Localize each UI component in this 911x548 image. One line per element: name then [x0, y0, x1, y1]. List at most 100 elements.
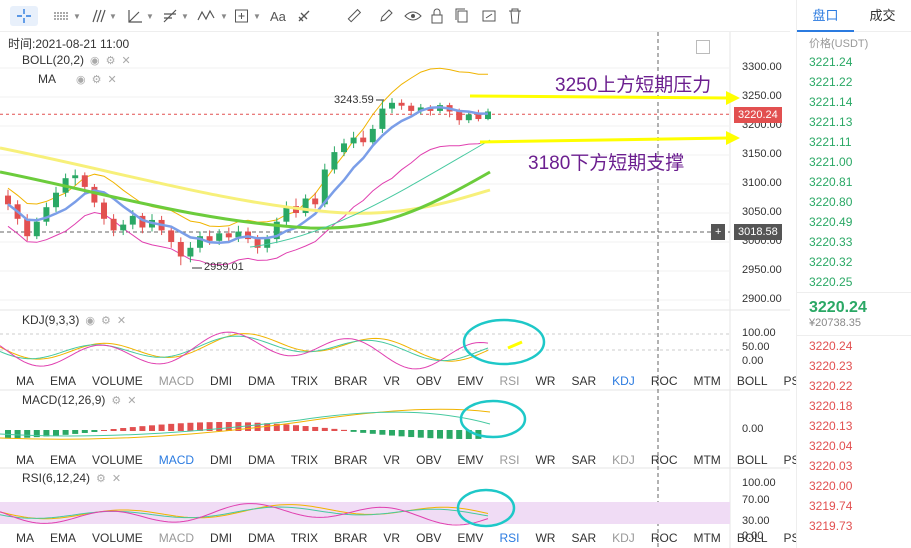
- tab-brar[interactable]: BRAR: [334, 453, 368, 467]
- bid-row[interactable]: 3220.23: [809, 359, 853, 373]
- magnet-icon[interactable]: [296, 6, 312, 26]
- parallel-lines-icon[interactable]: ▼: [90, 6, 117, 26]
- tab-sar[interactable]: SAR: [571, 453, 597, 467]
- tab-kdj[interactable]: KDJ: [612, 374, 635, 388]
- chart-area[interactable]: 时间:2021-08-21 11:00 BOLL(20,2) ◉ ⚙ ✕ MA …: [0, 32, 808, 548]
- tab-vr[interactable]: VR: [383, 374, 401, 388]
- tab-order-book[interactable]: 盘口: [797, 0, 854, 32]
- tab-ma[interactable]: MA: [16, 531, 34, 545]
- tab-ema[interactable]: EMA: [50, 453, 77, 467]
- ruler-icon[interactable]: [346, 6, 362, 26]
- trash-icon[interactable]: [508, 6, 522, 26]
- tab-ema[interactable]: EMA: [50, 374, 77, 388]
- ask-row[interactable]: 3221.11: [809, 135, 852, 149]
- tab-sar[interactable]: SAR: [571, 531, 597, 545]
- tab-kdj[interactable]: KDJ: [612, 531, 635, 545]
- bid-row[interactable]: 3220.18: [809, 399, 853, 413]
- ask-row[interactable]: 3220.25: [809, 275, 853, 289]
- pencil-icon[interactable]: [378, 6, 394, 26]
- ask-row[interactable]: 3220.81: [809, 175, 853, 189]
- tab-boll[interactable]: BOLL: [736, 453, 768, 467]
- tab-emv[interactable]: EMV: [457, 531, 484, 545]
- tab-emv[interactable]: EMV: [457, 374, 484, 388]
- tab-macd[interactable]: MACD: [158, 531, 195, 545]
- tab-obv[interactable]: OBV: [416, 531, 442, 545]
- ask-row[interactable]: 3221.14: [809, 95, 853, 109]
- tab-boll[interactable]: BOLL: [736, 374, 768, 388]
- close-icon[interactable]: ✕: [107, 73, 117, 86]
- ask-row[interactable]: 3221.13: [809, 115, 853, 129]
- tab-volume[interactable]: VOLUME: [92, 374, 143, 388]
- gear-icon[interactable]: ⚙: [91, 73, 102, 86]
- ask-row[interactable]: 3220.32: [809, 255, 853, 269]
- eye-icon[interactable]: ◉: [90, 54, 100, 67]
- line-style-icon[interactable]: ▼: [52, 6, 81, 26]
- close-icon[interactable]: ✕: [121, 54, 131, 67]
- tab-roc[interactable]: ROC: [650, 453, 678, 467]
- bid-row[interactable]: 3220.03: [809, 459, 853, 473]
- gear-icon[interactable]: ⚙: [105, 54, 116, 67]
- tab-ema[interactable]: EMA: [50, 531, 77, 545]
- tab-dmi[interactable]: DMI: [210, 531, 233, 545]
- tab-obv[interactable]: OBV: [416, 453, 442, 467]
- gear-icon[interactable]: ⚙: [111, 394, 122, 407]
- tab-trades[interactable]: 成交: [869, 7, 896, 23]
- bid-row[interactable]: 3220.00: [809, 479, 853, 493]
- tab-macd[interactable]: MACD: [158, 453, 195, 467]
- bid-row[interactable]: 3220.22: [809, 379, 853, 393]
- tab-brar[interactable]: BRAR: [334, 531, 368, 545]
- tab-trix[interactable]: TRIX: [290, 374, 319, 388]
- close-icon[interactable]: ✕: [111, 472, 122, 485]
- crosshair-icon[interactable]: [10, 6, 38, 26]
- bid-row[interactable]: 3220.24: [809, 339, 853, 353]
- close-icon[interactable]: ✕: [127, 394, 137, 407]
- close-icon[interactable]: ✕: [116, 314, 127, 327]
- ask-row[interactable]: 3221.24: [809, 55, 853, 69]
- tab-ma[interactable]: MA: [16, 453, 34, 467]
- tab-sar[interactable]: SAR: [571, 374, 597, 388]
- tab-dma[interactable]: DMA: [248, 374, 275, 388]
- tab-trix[interactable]: TRIX: [290, 453, 319, 467]
- eye-icon[interactable]: ◉: [85, 314, 95, 327]
- tab-dma[interactable]: DMA: [248, 453, 275, 467]
- wave-icon[interactable]: ▼: [197, 6, 228, 26]
- ask-row[interactable]: 3220.33: [809, 235, 853, 249]
- tab-kdj[interactable]: KDJ: [612, 453, 635, 467]
- tab-rsi[interactable]: RSI: [499, 453, 520, 467]
- ask-row[interactable]: 3221.22: [809, 75, 853, 89]
- ask-row[interactable]: 3221.00: [809, 155, 853, 169]
- bid-row[interactable]: 3219.73: [809, 519, 853, 533]
- tab-emv[interactable]: EMV: [457, 453, 484, 467]
- tab-rsi[interactable]: RSI: [499, 531, 520, 545]
- tab-dma[interactable]: DMA: [248, 531, 275, 545]
- tab-mtm[interactable]: MTM: [693, 531, 721, 545]
- tab-macd[interactable]: MACD: [158, 374, 195, 388]
- tab-roc[interactable]: ROC: [650, 531, 678, 545]
- text-tool[interactable]: Aa: [270, 8, 286, 24]
- tab-vr[interactable]: VR: [383, 531, 401, 545]
- tab-volume[interactable]: VOLUME: [92, 453, 143, 467]
- eye-icon[interactable]: ◉: [76, 73, 86, 86]
- tab-mtm[interactable]: MTM: [693, 453, 721, 467]
- bid-row[interactable]: 3219.74: [809, 499, 853, 513]
- tab-vr[interactable]: VR: [383, 453, 401, 467]
- tab-brar[interactable]: BRAR: [334, 374, 368, 388]
- plus-box-icon[interactable]: ▼: [234, 6, 261, 26]
- tab-wr[interactable]: WR: [535, 531, 556, 545]
- tab-obv[interactable]: OBV: [416, 374, 442, 388]
- tab-ma[interactable]: MA: [16, 374, 34, 388]
- fib-icon[interactable]: ▼: [162, 6, 189, 26]
- angle-icon[interactable]: ▼: [127, 6, 154, 26]
- lock-icon[interactable]: [430, 6, 444, 26]
- tab-wr[interactable]: WR: [535, 374, 556, 388]
- ask-row[interactable]: 3220.49: [809, 215, 853, 229]
- tab-boll[interactable]: BOLL: [736, 531, 768, 545]
- eye-icon[interactable]: [404, 6, 422, 26]
- gear-icon[interactable]: ⚙: [100, 314, 111, 327]
- tab-wr[interactable]: WR: [535, 453, 556, 467]
- fullscreen-icon[interactable]: [696, 40, 710, 54]
- ask-row[interactable]: 3220.80: [809, 195, 853, 209]
- chart-svg[interactable]: [0, 32, 790, 548]
- tab-mtm[interactable]: MTM: [693, 374, 721, 388]
- copy-icon[interactable]: [455, 6, 469, 26]
